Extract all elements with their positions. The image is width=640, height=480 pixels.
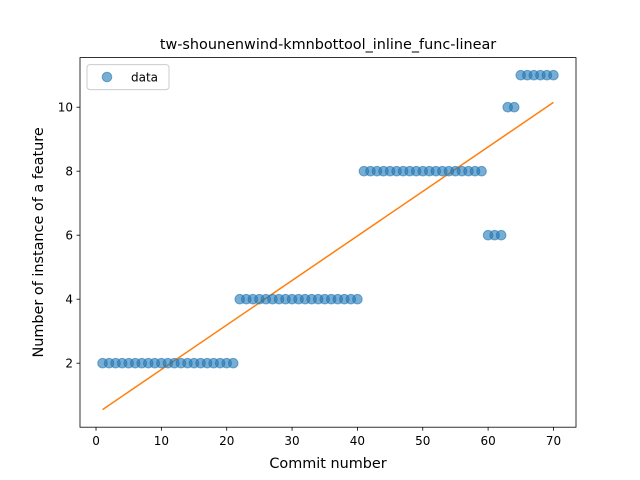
legend-marker-data (101, 71, 113, 83)
y-tick-label: 4 (65, 293, 73, 307)
x-tick-label: 60 (480, 434, 495, 448)
data-point (352, 293, 363, 305)
y-tick-label: 6 (65, 229, 73, 243)
chart-title: tw-shounenwind-kmnbottool_inline_func-li… (160, 37, 496, 53)
x-tick-label: 0 (92, 434, 100, 448)
x-tick-label: 70 (546, 434, 561, 448)
fit-line (102, 101, 554, 411)
y-tick-label: 8 (65, 165, 73, 179)
data-point (495, 229, 507, 241)
x-tick-label: 10 (154, 434, 169, 448)
data-point (508, 101, 520, 113)
x-tick-label: 40 (350, 434, 365, 448)
legend-box (86, 64, 170, 91)
plot-frame (79, 57, 577, 428)
y-axis-ticks: 2 4 6 8 10 (58, 101, 80, 371)
x-tick-label: 20 (219, 434, 234, 448)
plot-area (80, 57, 576, 428)
x-tick-label: 50 (415, 434, 430, 448)
data-points-layer (97, 69, 559, 369)
data-point (476, 165, 487, 177)
x-tick-label: 30 (284, 434, 299, 448)
x-axis-ticks: 0 10 20 30 40 50 60 70 (92, 427, 561, 448)
x-axis-label: Commit number (269, 456, 386, 472)
y-axis-label: Number of instance of a feature (31, 127, 47, 357)
legend-label-data: data (131, 70, 158, 84)
legend: data (86, 64, 170, 91)
y-tick-label: 10 (58, 101, 73, 115)
data-point (227, 357, 239, 369)
y-tick-label: 2 (65, 357, 73, 371)
fit-line-layer (102, 101, 554, 411)
data-point (548, 69, 559, 81)
